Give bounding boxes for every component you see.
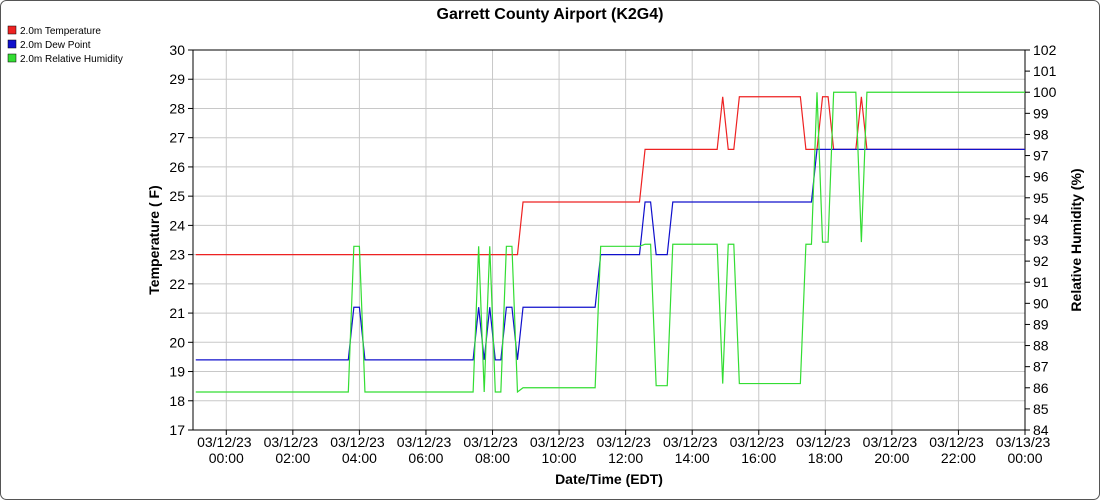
y2-tick-label: 97 bbox=[1033, 148, 1049, 164]
x-tick-label: 03/13/23 00:00 bbox=[996, 434, 1054, 466]
y2-tick-label: 89 bbox=[1033, 316, 1049, 332]
x-axis-label: Date/Time (EDT) bbox=[555, 471, 663, 487]
y2-tick-label: 100 bbox=[1033, 84, 1057, 100]
legend-swatch bbox=[7, 53, 17, 63]
y-tick-label: 21 bbox=[169, 305, 185, 321]
x-tick-label: 03/12/23 00:00 bbox=[197, 434, 255, 466]
y2-tick-label: 93 bbox=[1033, 232, 1049, 248]
y2-tick-label: 84 bbox=[1033, 422, 1049, 438]
x-tick-label: 03/12/23 18:00 bbox=[796, 434, 854, 466]
y2-tick-label: 91 bbox=[1033, 274, 1049, 290]
y2-tick-label: 94 bbox=[1033, 211, 1049, 227]
x-tick-label: 03/12/23 20:00 bbox=[863, 434, 921, 466]
data-line bbox=[195, 91, 1025, 394]
y-tick-label: 19 bbox=[169, 364, 185, 380]
y-tick-label: 23 bbox=[169, 247, 185, 263]
y-tick-label: 28 bbox=[169, 100, 185, 116]
legend-label: 2.0m Temperature bbox=[20, 26, 101, 37]
y2-tick-label: 102 bbox=[1033, 42, 1057, 58]
y-tick-label: 30 bbox=[169, 42, 185, 58]
x-tick-label: 03/12/23 10:00 bbox=[530, 434, 588, 466]
y-tick-label: 20 bbox=[169, 334, 185, 350]
y-tick-label: 26 bbox=[169, 159, 185, 175]
y2-tick-label: 101 bbox=[1033, 63, 1057, 79]
data-line bbox=[195, 96, 1025, 256]
y2-tick-label: 92 bbox=[1033, 253, 1049, 269]
x-tick-label: 03/12/23 14:00 bbox=[663, 434, 721, 466]
legend-label: 2.0m Relative Humidity bbox=[20, 54, 123, 65]
y2-tick-label: 88 bbox=[1033, 338, 1049, 354]
y2-tick-label: 87 bbox=[1033, 359, 1049, 375]
y-tick-label: 25 bbox=[169, 188, 185, 204]
legend-label: 2.0m Dew Point bbox=[20, 40, 91, 51]
legend-swatch bbox=[7, 25, 17, 35]
legend-swatch bbox=[7, 39, 17, 49]
y2-tick-label: 90 bbox=[1033, 295, 1049, 311]
plot-frame bbox=[192, 49, 1026, 431]
y-axis-label: Temperature ( F) bbox=[146, 185, 162, 294]
y-tick-label: 22 bbox=[169, 276, 185, 292]
y-tick-label: 29 bbox=[169, 71, 185, 87]
y-tick-label: 27 bbox=[169, 130, 185, 146]
y2-axis-label: Relative Humidity (%) bbox=[1068, 168, 1084, 311]
x-tick-label: 03/12/23 02:00 bbox=[264, 434, 322, 466]
x-tick-label: 03/12/23 12:00 bbox=[596, 434, 654, 466]
x-tick-label: 03/12/23 04:00 bbox=[330, 434, 388, 466]
y2-tick-label: 95 bbox=[1033, 190, 1049, 206]
y2-tick-label: 99 bbox=[1033, 105, 1049, 121]
y2-tick-label: 85 bbox=[1033, 401, 1049, 417]
x-tick-label: 03/12/23 06:00 bbox=[397, 434, 455, 466]
y-tick-label: 24 bbox=[169, 217, 185, 233]
y-tick-label: 18 bbox=[169, 393, 185, 409]
x-tick-label: 03/12/23 08:00 bbox=[463, 434, 521, 466]
x-tick-label: 03/12/23 16:00 bbox=[730, 434, 788, 466]
y2-tick-label: 98 bbox=[1033, 126, 1049, 142]
data-line bbox=[195, 148, 1025, 361]
chart-title: Garrett County Airport (K2G4) bbox=[437, 6, 664, 23]
x-tick-label: 03/12/23 22:00 bbox=[929, 434, 987, 466]
y2-tick-label: 96 bbox=[1033, 169, 1049, 185]
y-tick-label: 17 bbox=[169, 422, 185, 438]
y2-tick-label: 86 bbox=[1033, 380, 1049, 396]
